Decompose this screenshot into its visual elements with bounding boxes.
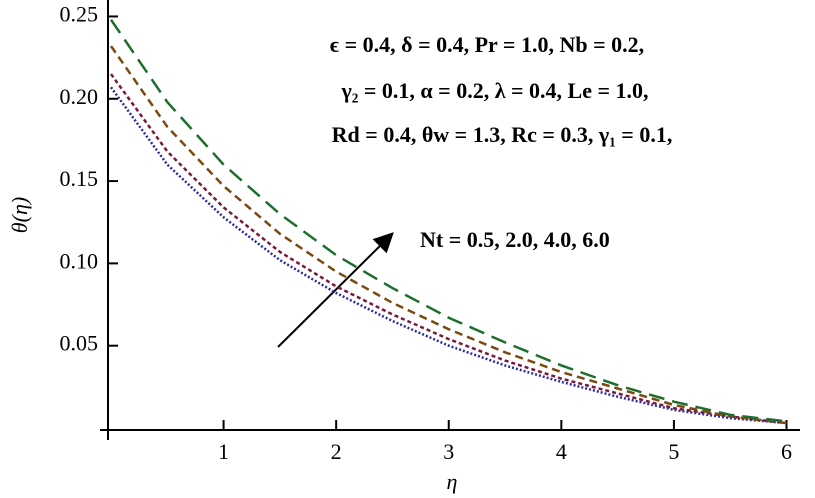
x-tick-label: 2 bbox=[331, 439, 342, 464]
x-tick-label: 4 bbox=[556, 439, 567, 464]
x-tick-label: 3 bbox=[443, 439, 454, 464]
line-series bbox=[109, 19, 787, 423]
line-series bbox=[109, 73, 787, 425]
y-tick-label: 0.15 bbox=[60, 166, 99, 191]
annotation: Nt = 0.5, 2.0, 4.0, 6.0 bbox=[420, 227, 610, 252]
arrow bbox=[277, 232, 394, 348]
x-tick-label: 1 bbox=[218, 439, 229, 464]
line-series bbox=[109, 45, 787, 425]
annotation: Rd = 0.4, θw = 1.3, Rc = 0.3, γ₁ = 0.1, bbox=[332, 122, 673, 147]
y-axis-label: θ(η) bbox=[7, 197, 32, 233]
y-tick-label: 0.25 bbox=[60, 2, 99, 27]
y-tick-label: 0.05 bbox=[60, 331, 99, 356]
x-tick-label: 5 bbox=[668, 439, 679, 464]
y-tick-label: 0.10 bbox=[60, 248, 99, 273]
y-tick-label: 0.20 bbox=[60, 84, 99, 109]
annotation: ϵ = 0.4, δ = 0.4, Pr = 1.0, Nb = 0.2, bbox=[330, 32, 644, 57]
x-tick-label: 6 bbox=[781, 439, 792, 464]
x-axis-label: η bbox=[447, 469, 458, 494]
annotation: γ₂ = 0.1, α = 0.2, λ = 0.4, Le = 1.0, bbox=[340, 78, 648, 103]
line-series bbox=[109, 86, 787, 425]
